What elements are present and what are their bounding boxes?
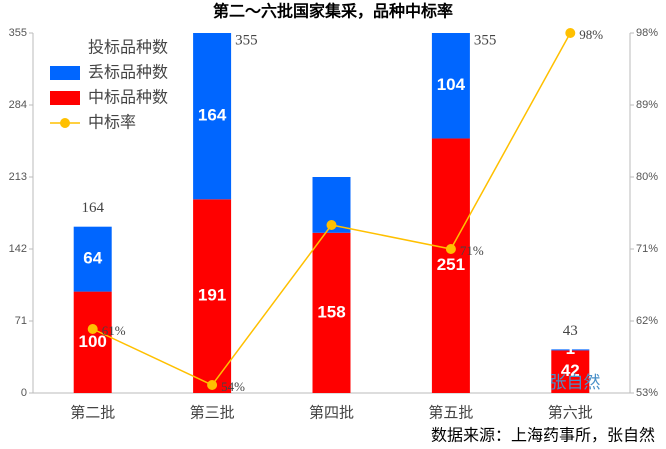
bar-label: 64 [83, 249, 102, 268]
bar-segment [193, 199, 232, 393]
bar-segment [73, 291, 112, 393]
legend-label: 丢标品种数 [88, 63, 168, 82]
rate-point [565, 28, 576, 38]
y-tick-label: 355 [9, 27, 27, 39]
legend-marker [60, 118, 70, 128]
y-tick-label: 213 [9, 171, 27, 183]
total-label: 164 [81, 200, 104, 216]
x-tick-label: 第六批 [548, 404, 593, 422]
bar-segment [551, 350, 590, 393]
x-tick-label: 第二批 [70, 404, 115, 422]
legend-swatch [50, 66, 80, 80]
y-tick-label: 284 [9, 99, 27, 111]
bar-label: 164 [198, 106, 227, 125]
rate-label: 71% [460, 243, 484, 258]
bar-segment [551, 349, 590, 351]
rate-point [207, 380, 218, 390]
x-tick-label: 第三批 [190, 404, 235, 422]
rate-point [445, 244, 456, 254]
bar-label: 1 [566, 339, 575, 358]
y2-tick-label: 98% [636, 27, 658, 39]
legend-swatch [50, 91, 80, 105]
bar-segment [431, 138, 470, 393]
bar-label: 158 [317, 302, 345, 321]
bar-segment [312, 232, 351, 393]
x-tick-label: 第五批 [428, 404, 473, 422]
chart-title: 第二～六批国家集采，品种中标率 [213, 2, 453, 21]
y-tick-label: 0 [21, 387, 27, 399]
total-label: 355 [474, 32, 497, 48]
bar-label: 100 [79, 332, 107, 351]
total-label: 43 [563, 323, 578, 339]
bar-segment [73, 226, 112, 292]
bar-label: 42 [561, 361, 580, 380]
bar-label: 104 [437, 75, 466, 94]
y2-tick-label: 80% [636, 171, 658, 183]
bar-segment [431, 33, 470, 139]
bar-label: 251 [437, 255, 465, 274]
rate-label: 54% [221, 379, 245, 394]
rate-label: 61% [102, 323, 126, 338]
y2-tick-label: 62% [636, 315, 658, 327]
rate-label: 98% [579, 27, 603, 42]
bar-label: 191 [198, 286, 226, 305]
y2-tick-label: 71% [636, 243, 658, 255]
y2-tick-label: 53% [636, 387, 658, 399]
rate-point [87, 324, 98, 334]
source-note: 数据来源：上海药事所，张自然 [431, 426, 655, 445]
legend-title: 投标品种数 [88, 38, 168, 57]
watermark: 张自然 [550, 373, 601, 393]
total-label: 355 [235, 32, 258, 48]
bar-segment [193, 33, 232, 200]
y-tick-label: 142 [9, 243, 27, 255]
legend-label: 中标率 [88, 113, 136, 132]
rate-point [326, 220, 337, 230]
y2-tick-label: 89% [636, 99, 658, 111]
x-tick-label: 第四批 [309, 404, 354, 422]
legend-label: 中标品种数 [88, 88, 168, 107]
y-tick-label: 71 [15, 315, 27, 327]
